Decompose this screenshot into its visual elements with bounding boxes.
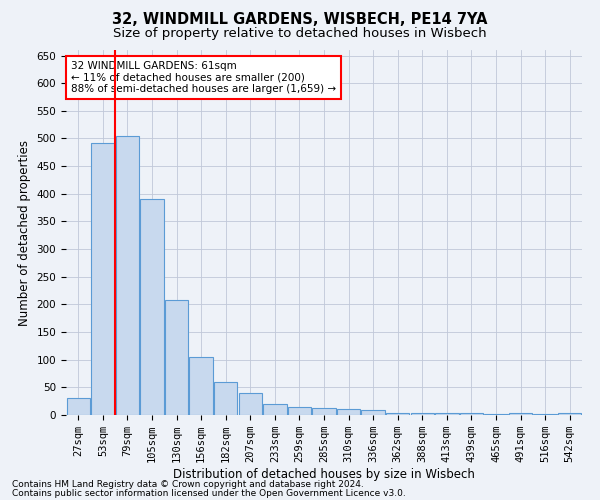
Bar — [337, 409, 360, 415]
Text: Contains HM Land Registry data © Crown copyright and database right 2024.: Contains HM Land Registry data © Crown c… — [12, 480, 364, 489]
Bar — [239, 393, 262, 415]
Bar — [263, 404, 287, 415]
Bar — [140, 200, 164, 415]
Text: 32, WINDMILL GARDENS, WISBECH, PE14 7YA: 32, WINDMILL GARDENS, WISBECH, PE14 7YA — [112, 12, 488, 28]
Bar — [190, 357, 213, 415]
Bar — [67, 398, 90, 415]
Bar — [484, 414, 508, 415]
Bar — [435, 413, 458, 415]
Bar — [313, 408, 335, 415]
Text: Contains public sector information licensed under the Open Government Licence v3: Contains public sector information licen… — [12, 489, 406, 498]
Bar — [361, 410, 385, 415]
Bar — [214, 382, 238, 415]
X-axis label: Distribution of detached houses by size in Wisbech: Distribution of detached houses by size … — [173, 468, 475, 481]
Text: 32 WINDMILL GARDENS: 61sqm
← 11% of detached houses are smaller (200)
88% of sem: 32 WINDMILL GARDENS: 61sqm ← 11% of deta… — [71, 61, 336, 94]
Bar — [558, 413, 581, 415]
Bar — [288, 408, 311, 415]
Bar — [91, 143, 115, 415]
Y-axis label: Number of detached properties: Number of detached properties — [18, 140, 31, 326]
Bar — [410, 413, 434, 415]
Bar — [386, 413, 409, 415]
Bar — [165, 300, 188, 415]
Bar — [533, 414, 557, 415]
Bar — [116, 136, 139, 415]
Text: Size of property relative to detached houses in Wisbech: Size of property relative to detached ho… — [113, 28, 487, 40]
Bar — [460, 413, 483, 415]
Bar — [509, 413, 532, 415]
